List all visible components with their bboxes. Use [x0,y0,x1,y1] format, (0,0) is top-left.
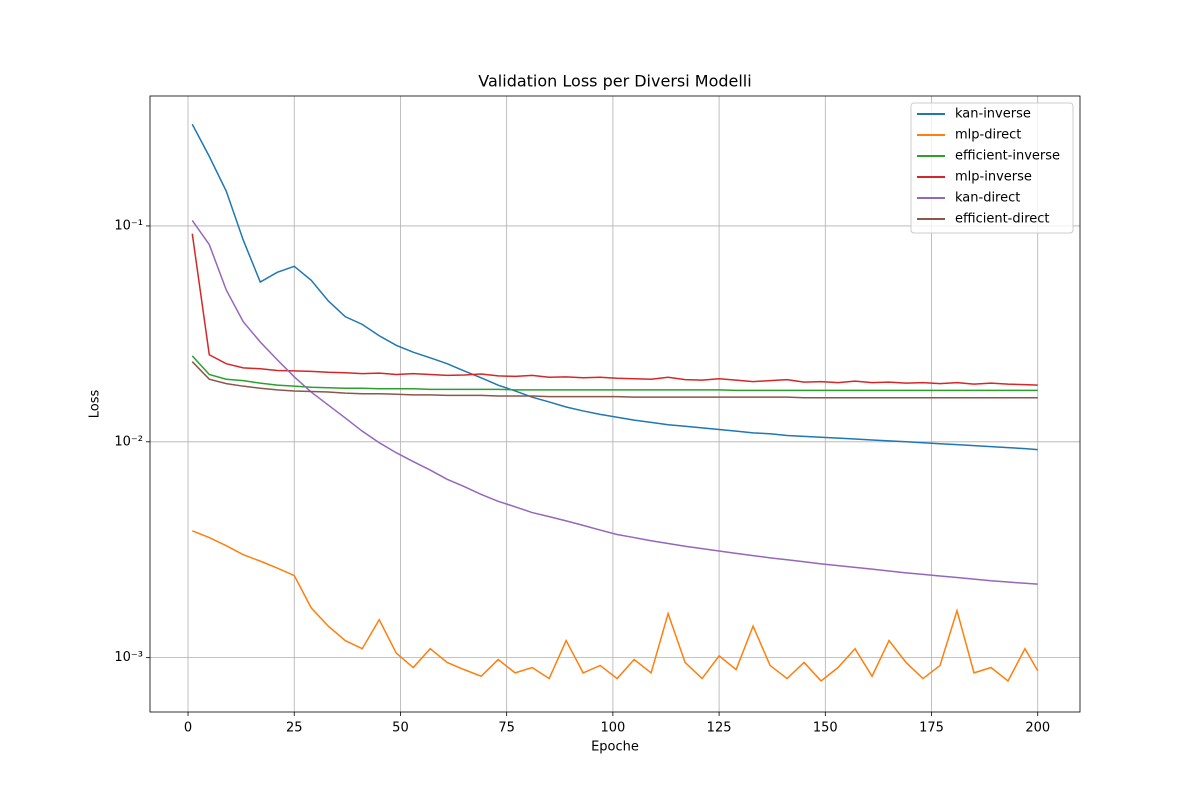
x-tick-label: 50 [392,721,409,736]
legend: kan-inverse mlp-direct efficient-inverse ml… [910,102,1074,234]
legend-label: mlp-inverse [955,170,1032,185]
x-tick-label: 75 [498,721,515,736]
series-line [191,123,1038,451]
x-tick-label: 150 [813,721,838,736]
series-line [191,361,1038,399]
y-tick-label: 10⁻² [114,434,143,449]
y-tick-label: 10⁻¹ [114,218,143,233]
x-tick-label: 25 [286,721,303,736]
series-line [191,530,1039,683]
legend-label: efficient-inverse [955,149,1060,164]
series-line [191,233,1038,386]
legend-box [910,102,1074,234]
plot-frame [149,95,1081,713]
x-tick-label: 125 [707,721,732,736]
legend-label: kan-direct [955,191,1020,206]
x-tick-label: 175 [919,721,944,736]
legend-label: mlp-direct [955,128,1021,143]
x-tick-label: 0 [184,721,192,736]
chart-title: Validation Loss per Diversi Modelli [478,72,751,91]
series-line [191,355,1038,392]
y-tick-label: 10⁻³ [114,650,143,665]
series-line [191,220,1038,585]
x-axis-label: Epoche [591,740,639,755]
y-axis-label: Loss [88,390,103,419]
legend-label: efficient-direct [955,212,1050,227]
legend-label: kan-inverse [955,107,1031,122]
x-tick-label: 200 [1025,721,1050,736]
x-tick-label: 100 [600,721,625,736]
